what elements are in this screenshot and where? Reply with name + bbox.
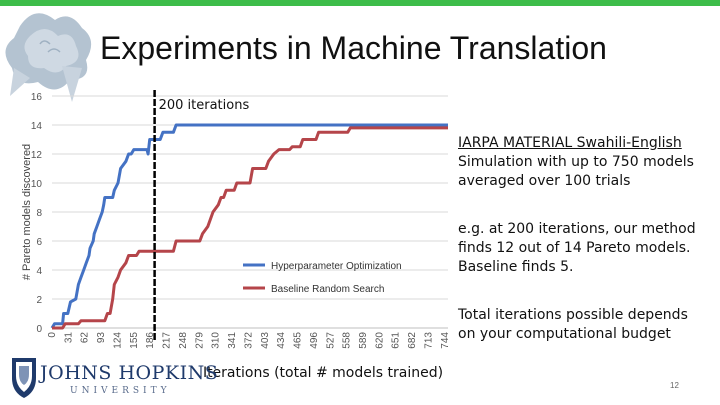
budget-line-1: Total iterations possible depends [458, 307, 688, 323]
series-line-1 [50, 123, 448, 329]
x-tick-label: 589 [358, 332, 369, 349]
x-tick-label: 217 [162, 332, 173, 349]
y-tick-label: 2 [36, 295, 42, 306]
university-name: JOHNS HOPKINS [40, 362, 219, 384]
x-tick-label: 744 [440, 332, 451, 349]
y-tick-label: 10 [31, 179, 43, 190]
university-subtitle: UNIVERSITY [70, 386, 171, 396]
x-tick-label: 124 [112, 332, 123, 349]
experiment-line-3: averaged over 100 trials [458, 173, 631, 189]
decorative-bubbles [5, 13, 92, 102]
y-tick-label: 6 [36, 237, 42, 248]
x-tick-label: 527 [325, 332, 336, 349]
x-tick-label: 558 [342, 332, 353, 349]
x-tick-label: 310 [211, 332, 222, 349]
x-tick-label: 93 [96, 332, 107, 344]
x-tick-label: 279 [194, 332, 205, 349]
top-accent-bar [0, 0, 720, 6]
y-tick-label: 4 [36, 266, 42, 277]
y-tick-label: 16 [31, 92, 43, 103]
y-tick-label: 0 [36, 324, 42, 335]
x-tick-label: 434 [276, 332, 287, 349]
y-tick-label: 8 [36, 208, 42, 219]
x-tick-label: 465 [293, 332, 304, 349]
annotation-label: 200 iterations [159, 98, 250, 113]
x-tick-label: 620 [374, 332, 385, 349]
budget-line-2: on your computational budget [458, 326, 671, 342]
x-tick-label: 682 [407, 332, 418, 349]
experiment-line-1: IARPA MATERIAL Swahili-English [458, 135, 682, 151]
x-axis-label: Iterations (total # models trained) [203, 365, 443, 381]
y-tick-label: 14 [31, 121, 43, 132]
result-line-2: finds 12 out of 14 Pareto models. [458, 240, 691, 256]
legend-label-1: Hyperparameter Optimization [271, 261, 402, 272]
slide-title: Experiments in Machine Translation [100, 30, 607, 66]
university-shield-logo [12, 358, 36, 398]
x-tick-label: 372 [243, 332, 254, 349]
experiment-description: IARPA MATERIAL Swahili-English Simulatio… [458, 134, 716, 191]
x-tick-label: 62 [80, 332, 91, 344]
y-tick-label: 12 [31, 150, 43, 161]
x-tick-label: 403 [260, 332, 271, 349]
x-tick-label: 651 [391, 332, 402, 349]
result-line-3: Baseline finds 5. [458, 259, 574, 275]
x-tick-label: 496 [309, 332, 320, 349]
result-summary: e.g. at 200 iterations, our method finds… [458, 220, 716, 277]
x-tick-label: 248 [178, 332, 189, 349]
x-tick-label: 186 [145, 332, 156, 349]
x-tick-label: 713 [423, 332, 434, 349]
x-tick-label: 0 [47, 332, 58, 338]
pareto-line-chart: 0 2 4 6 8 10 12 14 16 0 31 62 93 124 155 186 217 248 279 31… [21, 90, 451, 381]
x-tick-label: 341 [227, 332, 238, 349]
x-tick-label: 155 [129, 332, 140, 349]
experiment-line-2: Simulation with up to 750 models [458, 154, 694, 170]
result-line-1: e.g. at 200 iterations, our method [458, 221, 696, 237]
y-axis-label: # Pareto models discovered [21, 144, 33, 280]
series-line-2 [52, 126, 448, 330]
x-tick-label: 31 [63, 332, 74, 344]
budget-note: Total iterations possible depends on you… [458, 306, 716, 344]
legend-label-2: Baseline Random Search [271, 284, 384, 295]
page-number: 12 [670, 381, 679, 390]
